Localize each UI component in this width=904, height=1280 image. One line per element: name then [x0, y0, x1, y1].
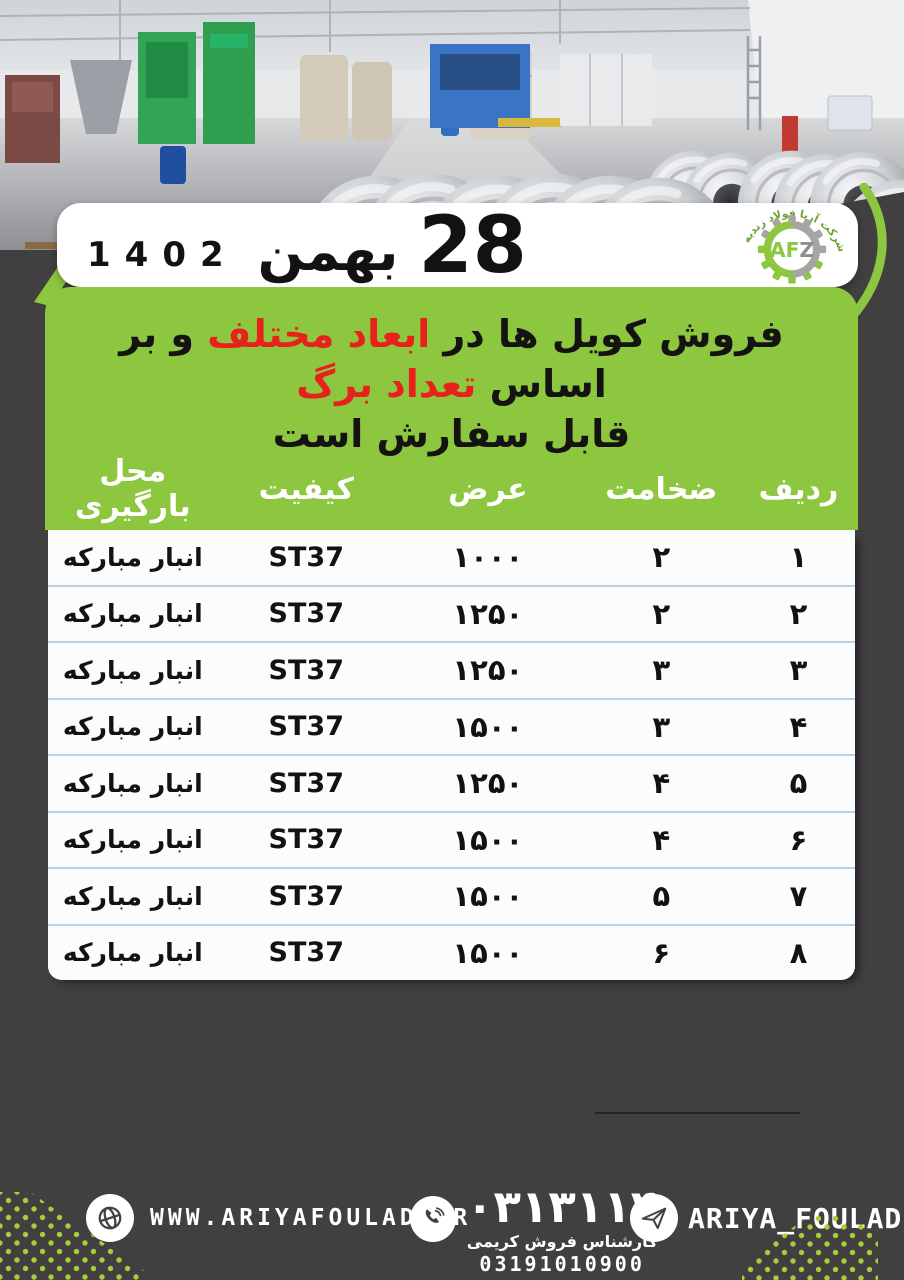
cell-row-number: ۲: [789, 596, 808, 631]
date-banner: 1402 بهمن 28 شرکت آریا فولاد زندیه: [57, 203, 858, 287]
cell-quality: ST37: [268, 767, 344, 799]
notice-part-highlight: ابعاد مختلف: [207, 312, 431, 356]
cell-width: ۱۵۰۰: [452, 935, 524, 970]
notice-text: فروش کویل ها در ابعاد مختلف و بر اساس تع…: [45, 287, 858, 459]
table-body: ۱ ۲ ۱۰۰۰ ST37 انبار مبارکه ۲ ۲ ۱۲۵۰ ST37…: [48, 530, 855, 980]
cell-width: ۱۰۰۰: [452, 540, 524, 575]
cell-row-number: ۱: [789, 540, 808, 575]
notice-line2: قابل سفارش است: [272, 412, 631, 457]
footer-divider-line: [595, 1112, 800, 1114]
table-row: ۱ ۲ ۱۰۰۰ ST37 انبار مبارکه: [48, 530, 855, 587]
phone-icon: [410, 1196, 456, 1242]
cell-quality: ST37: [268, 654, 344, 686]
table-row: ۵ ۴ ۱۲۵۰ ST37 انبار مبارکه: [48, 756, 855, 813]
cell-thickness: ۶: [652, 935, 671, 970]
notice-part-highlight: تعداد برگ: [296, 362, 477, 407]
cell-thickness: ۴: [652, 766, 671, 801]
cell-row-number: ۳: [789, 653, 808, 688]
cell-row-number: ۴: [789, 709, 808, 744]
cell-thickness: ۳: [652, 653, 671, 688]
cell-location: انبار مبارکه: [62, 825, 203, 855]
cell-location: انبار مبارکه: [62, 938, 203, 968]
date-month: بهمن: [257, 220, 399, 283]
cell-quality: ST37: [268, 824, 344, 856]
cell-width: ۱۵۰۰: [452, 709, 524, 744]
cell-row-number: ۵: [789, 766, 808, 801]
phone-number-main: ۰۳۱۳۱۱۴: [466, 1180, 659, 1233]
cell-location: انبار مبارکه: [62, 599, 203, 629]
notice-part: فروش کویل ها در: [430, 312, 784, 356]
cell-quality: ST37: [268, 711, 344, 743]
cell-quality: ST37: [268, 880, 344, 912]
cell-width: ۱۵۰۰: [452, 879, 524, 914]
table-row: ۲ ۲ ۱۲۵۰ ST37 انبار مبارکه: [48, 586, 855, 643]
logo-letters: AFZ: [770, 238, 814, 262]
cell-quality: ST37: [268, 937, 344, 969]
date-year: 1402: [87, 235, 238, 275]
header-thickness: ضخامت: [605, 471, 718, 507]
header-quality: کیفیت: [258, 471, 354, 507]
cell-width: ۱۲۵۰: [452, 653, 524, 688]
cell-width: ۱۵۰۰: [452, 822, 524, 857]
phone-group: ۰۳۱۳۱۱۴ کارشناس فروش کریمی 03191010900: [410, 1184, 658, 1276]
factory-photo: [0, 0, 904, 250]
cell-location: انبار مبارکه: [62, 712, 203, 742]
cell-location: انبار مبارکه: [62, 655, 203, 685]
telegram-icon: [630, 1194, 678, 1242]
company-gear-logo: شرکت آریا فولاد زندیه: [740, 207, 849, 284]
cell-location: انبار مبارکه: [62, 542, 203, 572]
table-row: ۷ ۵ ۱۵۰۰ ST37 انبار مبارکه: [48, 869, 855, 926]
cell-row-number: ۸: [789, 935, 808, 970]
cell-location: انبار مبارکه: [62, 768, 203, 798]
phone-text-block: ۰۳۱۳۱۱۴ کارشناس فروش کریمی 03191010900: [466, 1184, 658, 1276]
cell-thickness: ۴: [652, 822, 671, 857]
phone-number-alt: 03191010900: [479, 1252, 645, 1276]
table-header-row: ردیف ضخامت عرض کیفیت محل بارگیری: [48, 448, 855, 530]
sales-agent-label: کارشناس فروش کریمی: [466, 1232, 658, 1251]
green-swoosh-right: [845, 183, 887, 324]
globe-icon: [86, 1194, 134, 1242]
cell-thickness: ۳: [652, 709, 671, 744]
header-location: محل بارگیری: [74, 454, 191, 524]
cell-row-number: ۷: [789, 879, 808, 914]
cell-row-number: ۶: [789, 822, 808, 857]
notice-panel: فروش کویل ها در ابعاد مختلف و بر اساس تع…: [45, 287, 858, 530]
table-row: ۶ ۴ ۱۵۰۰ ST37 انبار مبارکه: [48, 812, 855, 869]
date-group: 1402 بهمن 28: [87, 201, 527, 292]
date-day: 28: [418, 201, 527, 292]
cell-thickness: ۵: [652, 879, 671, 914]
table-row: ۴ ۳ ۱۵۰۰ ST37 انبار مبارکه: [48, 699, 855, 756]
table-row: ۳ ۳ ۱۲۵۰ ST37 انبار مبارکه: [48, 643, 855, 700]
header-row-number: ردیف: [758, 471, 839, 507]
cell-quality: ST37: [268, 541, 344, 573]
gear-icon: AFZ: [757, 215, 827, 284]
cell-location: انبار مبارکه: [62, 881, 203, 911]
cell-width: ۱۲۵۰: [452, 596, 524, 631]
cell-thickness: ۲: [652, 540, 671, 575]
cell-width: ۱۲۵۰: [452, 766, 524, 801]
table-row: ۸ ۶ ۱۵۰۰ ST37 انبار مبارکه: [48, 925, 855, 980]
header-width: عرض: [448, 471, 528, 507]
cell-thickness: ۲: [652, 596, 671, 631]
notice-part: و بر اساس: [119, 312, 607, 407]
cell-quality: ST37: [268, 598, 344, 630]
